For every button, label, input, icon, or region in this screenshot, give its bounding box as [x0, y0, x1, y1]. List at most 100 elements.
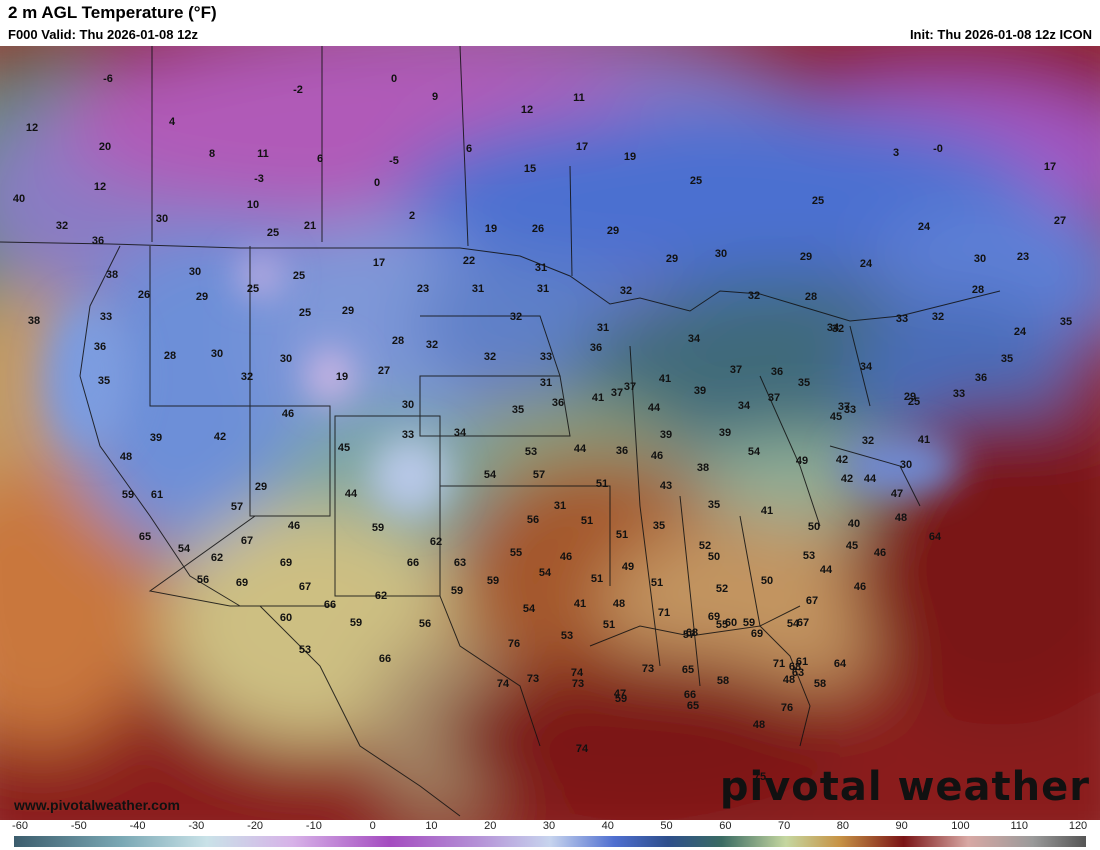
temperature-label: 62	[211, 552, 223, 564]
temperature-label: 28	[164, 350, 176, 362]
temperature-label: 29	[800, 251, 812, 263]
temperature-label: 41	[918, 434, 930, 446]
temperature-label: 32	[620, 285, 632, 297]
temperature-label: 68	[686, 627, 698, 639]
source-url: www.pivotalweather.com	[14, 797, 180, 813]
temperature-label: 73	[527, 673, 539, 685]
temperature-label: 35	[1060, 316, 1072, 328]
temperature-label: 32	[484, 351, 496, 363]
colorbar-tick: -30	[188, 820, 205, 832]
temperature-label: 29	[607, 225, 619, 237]
temperature-label: 8	[209, 148, 215, 160]
temperature-label: 47	[891, 488, 903, 500]
colorbar-ticks: -60 -50 -40 -30 -20 -10 0 10 20 30 40 50 60 70 80 90 100…	[0, 820, 1100, 836]
temperature-label: 69	[708, 611, 720, 623]
temperature-label: 30	[280, 353, 292, 365]
temperature-label: 35	[98, 375, 110, 387]
colorbar-tick: 30	[542, 820, 556, 832]
temperature-label: 35	[1001, 353, 1013, 365]
temperature-label: 67	[299, 581, 311, 593]
temperature-detail	[50, 258, 960, 516]
temperature-label: 29	[255, 481, 267, 493]
temperature-label: 17	[1044, 161, 1056, 173]
temperature-label: 48	[120, 451, 132, 463]
temperature-label: 51	[651, 577, 663, 589]
temperature-label: 32	[832, 323, 844, 335]
temperature-label: 57	[683, 629, 695, 641]
temperature-label: 38	[697, 462, 709, 474]
boundary-lines	[0, 46, 1001, 817]
header: 2 m AGL Temperature (°F) F000 Valid: Thu…	[0, 0, 1100, 46]
temperature-label: 66	[379, 653, 391, 665]
temperature-label: 29	[342, 305, 354, 317]
temperature-label: 64	[834, 658, 847, 670]
temperature-label: 59	[743, 617, 755, 629]
temperature-label: 19	[624, 151, 636, 163]
temperature-label: 31	[537, 283, 549, 295]
temperature-label: 36	[94, 341, 106, 353]
temperature-label: 31	[597, 322, 609, 334]
temperature-label: 55	[510, 547, 522, 559]
temperature-label: 44	[345, 488, 358, 500]
temperature-label: 12	[94, 181, 106, 193]
temperature-label: 64	[929, 531, 942, 543]
temperature-label: 29	[904, 391, 916, 403]
temperature-label: 36	[975, 372, 987, 384]
temperature-label: 4	[169, 116, 176, 128]
temperature-label: 59	[372, 522, 384, 534]
temperature-label: 11	[573, 92, 585, 104]
temperature-label: 27	[378, 365, 390, 377]
temperature-label: 59	[350, 617, 362, 629]
temperature-label: 44	[648, 402, 661, 414]
temperature-label: 51	[603, 619, 615, 631]
temperature-label: 65	[682, 664, 694, 676]
temperature-label: 40	[848, 518, 860, 530]
temperature-label: -0	[933, 143, 943, 155]
temperature-label: 36	[92, 235, 104, 247]
temperature-label: 46	[560, 551, 572, 563]
temperature-label: 53	[561, 630, 573, 642]
colorbar-tick: 110	[1010, 820, 1028, 832]
temperature-label: 66	[407, 557, 419, 569]
temperature-label: 60	[725, 617, 737, 629]
temperature-label: 39	[694, 385, 706, 397]
temperature-label: 35	[512, 404, 524, 416]
temperature-label: 48	[613, 598, 625, 610]
temperature-label: 57	[231, 501, 243, 513]
temperature-label: 42	[841, 473, 853, 485]
temperature-label: 50	[708, 551, 720, 563]
temperature-label: 33	[100, 311, 112, 323]
temperature-label: 30	[189, 266, 201, 278]
colorbar-tick: 70	[777, 820, 791, 832]
temperature-label: 74	[576, 743, 589, 755]
temperature-label: 68	[789, 661, 801, 673]
temperature-label: 75	[754, 771, 766, 783]
temperature-label: 37	[838, 401, 850, 413]
temperature-label: 0	[391, 73, 397, 85]
temperature-label: 31	[540, 377, 552, 389]
temperature-label: 48	[895, 512, 907, 524]
temperature-label: 29	[196, 291, 208, 303]
temperature-label: 25	[299, 307, 311, 319]
temperature-label: 63	[792, 667, 804, 679]
temperature-label: 2	[409, 210, 415, 222]
temperature-label: 44	[864, 473, 877, 485]
temperature-label: 39	[719, 427, 731, 439]
colorbar-tick: -50	[70, 820, 87, 832]
temperature-label: 53	[803, 550, 815, 562]
temperature-label: 21	[304, 220, 316, 232]
temperature-map[interactable]: -6 0 -2 9 11 12 12 4 20 8 11 6 -5 6 17 19 12 -3 0 15 25 3 -0 17…	[0, 46, 1100, 820]
temperature-label: 52	[699, 540, 711, 552]
temperature-label: 34	[827, 322, 840, 334]
temperature-label: 76	[781, 702, 793, 714]
temperature-label: 65	[687, 700, 699, 712]
temperature-label: 24	[860, 258, 873, 270]
temperature-label: 45	[338, 442, 350, 454]
temperature-label: 36	[552, 397, 564, 409]
temperature-label: 69	[751, 628, 763, 640]
temperature-label: 56	[527, 514, 539, 526]
temperature-label: 30	[402, 399, 414, 411]
colorbar-legend: -60 -50 -40 -30 -20 -10 0 10 20 30 40 50 60 70 80 90 100…	[0, 820, 1100, 850]
temperature-label: 37	[768, 392, 780, 404]
